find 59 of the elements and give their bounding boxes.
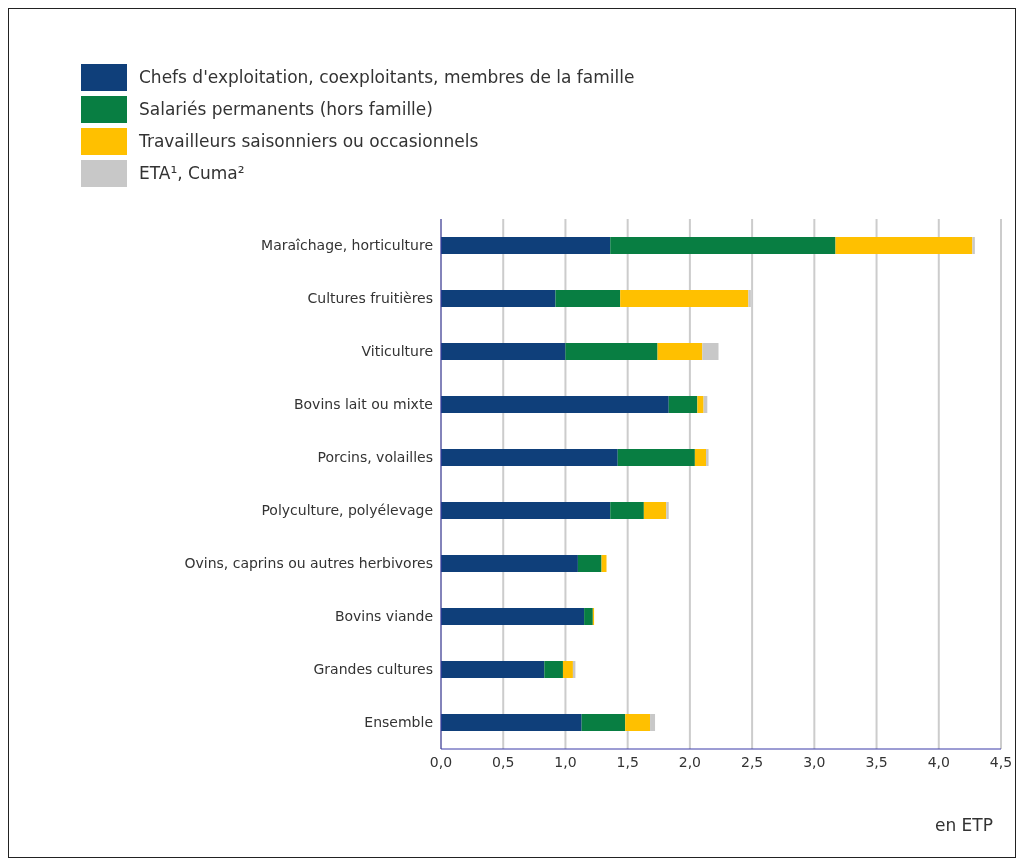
y-tick-label: Polyculture, polyélevage	[261, 502, 433, 519]
bar	[441, 502, 611, 520]
bar	[584, 608, 593, 626]
x-tick-label: 2,0	[678, 753, 702, 770]
bar	[562, 661, 573, 679]
bar	[666, 502, 669, 520]
bar	[643, 502, 667, 520]
x-tick-label: 4,0	[927, 753, 950, 770]
bar	[441, 555, 578, 573]
y-tick-label: Bovins lait ou mixte	[293, 396, 433, 413]
bar	[441, 396, 669, 414]
y-tick-label: Porcins, volailles	[317, 449, 433, 466]
legend-label: ETA¹, Cuma²	[139, 163, 245, 183]
bar	[581, 714, 626, 732]
bar	[441, 661, 545, 679]
bar	[577, 555, 602, 573]
x-tick-label: 1,0	[554, 753, 577, 770]
bar	[441, 290, 556, 308]
y-tick-label: Grandes cultures	[313, 661, 433, 678]
bar	[617, 449, 695, 467]
bar	[972, 237, 975, 255]
x-tick-label: 2,5	[740, 753, 764, 770]
bar	[441, 449, 618, 467]
x-tick-label: 3,5	[865, 753, 888, 770]
x-tick-label: 3,0	[803, 753, 826, 770]
x-tick-label: 0,5	[492, 753, 515, 770]
bar	[835, 237, 973, 255]
y-tick-label: Bovins viande	[334, 608, 433, 625]
bar	[694, 449, 707, 467]
bar	[668, 396, 698, 414]
bar	[625, 714, 651, 732]
bar	[601, 555, 607, 573]
bar	[441, 237, 611, 255]
y-tick-label: Ovins, caprins ou autres herbivores	[184, 555, 433, 572]
y-tick-label: Ensemble	[364, 714, 433, 731]
bar	[697, 396, 704, 414]
bar	[650, 714, 656, 732]
y-tick-label: Maraîchage, horticulture	[261, 237, 433, 254]
legend-label: Chefs d'exploitation, coexploitants, membres de la famille	[139, 67, 635, 87]
bar	[441, 608, 585, 626]
y-tick-label: Viticulture	[361, 343, 433, 360]
bar	[610, 502, 644, 520]
bar	[620, 290, 749, 308]
bar	[657, 343, 703, 361]
bar	[610, 237, 836, 255]
x-tick-label: 1,5	[616, 753, 639, 770]
legend-label: Salariés permanents (hors famille)	[139, 99, 433, 119]
bar	[706, 449, 709, 467]
bar	[702, 343, 719, 361]
legend-label: Travailleurs saisonniers ou occasionnels	[139, 131, 479, 151]
x-tick-label: 0,0	[429, 753, 453, 770]
x-axis-title: en ETP	[934, 815, 993, 835]
bar	[544, 661, 563, 679]
bar	[555, 290, 621, 308]
y-tick-label: Cultures fruitières	[307, 290, 433, 307]
bar	[441, 714, 582, 732]
x-tick-label: 4,5	[989, 753, 1013, 770]
bar	[565, 343, 658, 361]
bar	[441, 343, 566, 361]
